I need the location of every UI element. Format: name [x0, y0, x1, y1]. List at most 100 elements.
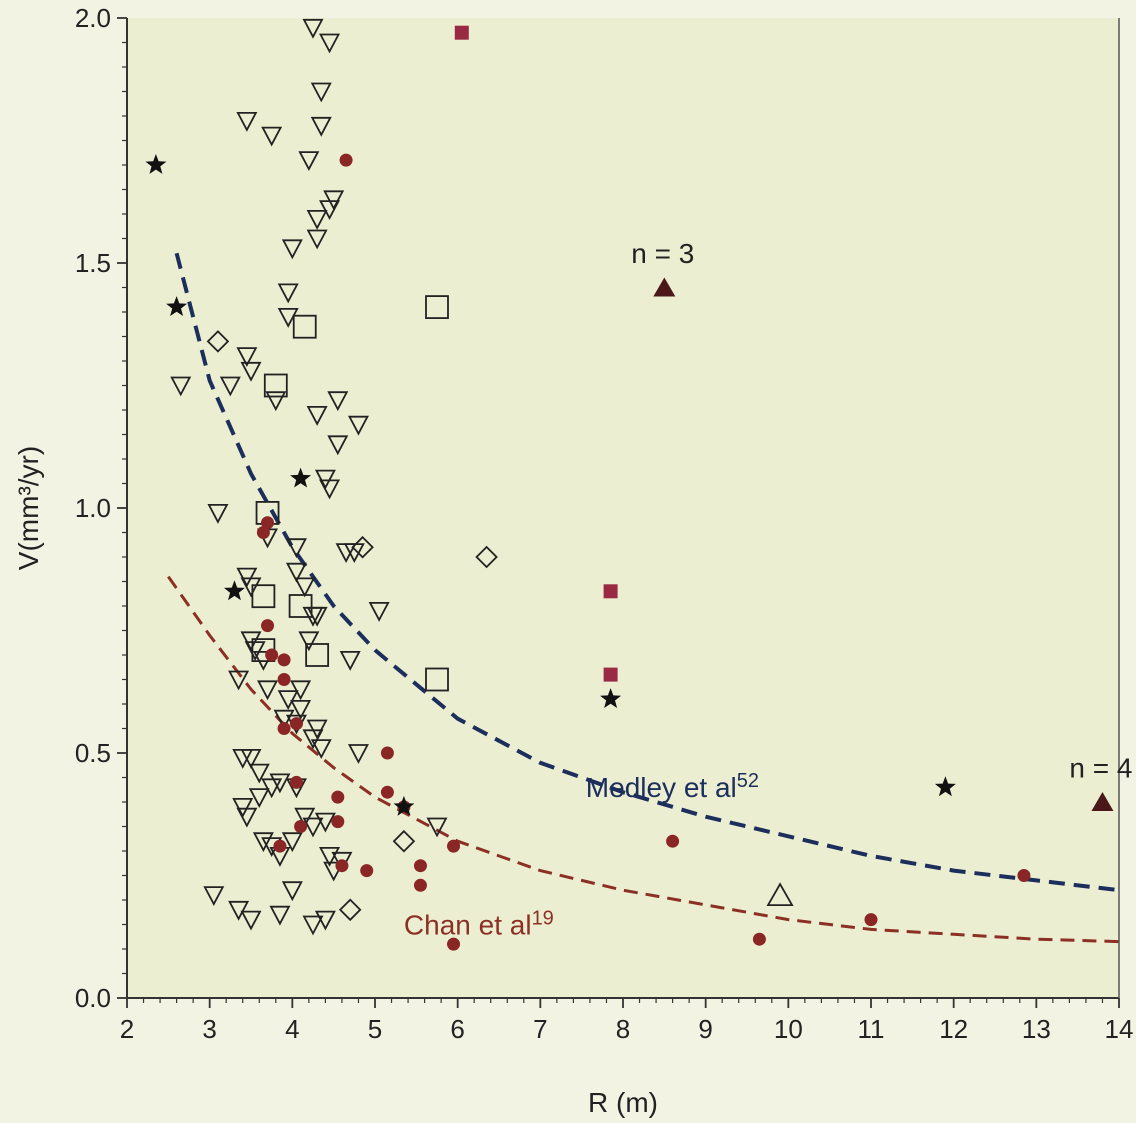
- plot-background: [127, 18, 1119, 998]
- x-tick-label: 4: [285, 1014, 299, 1044]
- point-open-down-triangle-25: [207, 504, 229, 524]
- y-tick-label: 0.0: [75, 983, 111, 1013]
- point-open-down-triangle-45: [277, 690, 299, 711]
- point-open-down-triangle-76: [269, 905, 291, 926]
- point-open-down-triangle-74: [228, 900, 250, 921]
- point-open-down-triangle-4: [236, 112, 258, 132]
- point-open-down-triangle-22: [327, 435, 349, 456]
- y-tick-label: 1.5: [75, 248, 111, 278]
- point-filled-circle-4: [265, 648, 279, 662]
- point-open-down-triangle-41: [368, 602, 390, 622]
- x-tick-label: 10: [774, 1014, 803, 1044]
- point-open-down-triangle-28: [285, 562, 307, 583]
- point-open-square-5: [288, 594, 313, 618]
- x-tick-label: 14: [1105, 1014, 1134, 1044]
- point-filled-circle-10: [331, 790, 345, 804]
- point-open-down-triangle-21: [347, 415, 369, 436]
- point-filled-circle-0: [339, 153, 353, 167]
- point-open-down-triangle-43: [257, 680, 279, 701]
- x-tick-label: 2: [120, 1014, 134, 1044]
- point-star-3: [224, 580, 245, 601]
- point-open-down-triangle-36: [298, 631, 320, 652]
- point-filled-circle-6: [277, 673, 291, 686]
- point-open-down-triangle-56: [269, 773, 291, 794]
- point-open-down-triangle-71: [347, 744, 369, 764]
- point-open-down-triangle-6: [298, 151, 320, 172]
- point-open-down-triangle-2: [310, 82, 332, 103]
- point-open-diamond-0: [206, 330, 230, 353]
- point-star-1: [166, 296, 188, 316]
- point-open-down-triangle-37: [240, 631, 262, 652]
- point-open-down-triangle-67: [281, 832, 303, 853]
- point-filled-circle-1: [261, 516, 275, 530]
- point-open-down-triangle-15: [219, 376, 241, 397]
- point-open-down-triangle-33: [240, 577, 262, 598]
- point-open-down-triangle-40: [339, 651, 361, 671]
- point-open-down-triangle-32: [236, 567, 258, 588]
- point-open-down-triangle-73: [203, 886, 225, 907]
- point-filled-circle-11: [294, 820, 308, 833]
- point-filled-circle-26: [1017, 869, 1031, 882]
- point-open-down-triangle-48: [273, 709, 295, 730]
- point-open-down-triangle-5: [261, 126, 283, 147]
- point-open-down-triangle-16: [236, 347, 258, 368]
- point-open-diamond-2: [475, 545, 498, 569]
- y-tick-label: 2.0: [75, 3, 111, 33]
- point-open-down-triangle-44: [290, 680, 312, 701]
- fit-curve-1: [167, 575, 1120, 944]
- point-star-5: [393, 795, 415, 816]
- point-filled-circle-16: [380, 746, 394, 760]
- y-tick-label: 1.0: [75, 493, 111, 523]
- point-filled-circle-14: [335, 859, 349, 873]
- point-filled-circle-2: [256, 526, 270, 539]
- point-open-down-triangle-69: [323, 861, 345, 882]
- point-open-square-2: [263, 373, 288, 398]
- point-open-down-triangle-78: [302, 915, 324, 936]
- point-filled-up-triangle-0: [653, 277, 676, 297]
- point-open-down-triangle-55: [261, 778, 283, 799]
- point-open-down-triangle-51: [302, 729, 324, 750]
- point-open-down-triangle-77: [281, 881, 303, 902]
- point-open-down-triangle-72: [426, 817, 448, 838]
- point-open-down-triangle-46: [290, 700, 312, 720]
- point-open-square-4: [251, 584, 276, 609]
- x-tick-label: 6: [450, 1014, 464, 1044]
- point-open-diamond-1: [351, 535, 374, 559]
- point-star-4: [600, 688, 622, 708]
- point-filled-up-triangle-1: [1091, 792, 1114, 811]
- point-open-down-triangle-79: [314, 910, 336, 931]
- point-open-down-triangle-61: [294, 807, 316, 828]
- x-tick-label: 13: [1022, 1014, 1051, 1044]
- point-filled-circle-13: [273, 839, 287, 853]
- point-open-down-triangle-35: [306, 606, 328, 627]
- point-filled-circle-8: [277, 722, 291, 735]
- y-tick-label: 0.5: [75, 738, 111, 768]
- annotation-n4: n = 4: [1069, 753, 1132, 784]
- y-axis-title: V(mm³/yr): [13, 446, 44, 570]
- point-filled-circle-15: [360, 864, 374, 878]
- x-axis-title: R (m): [588, 1087, 658, 1118]
- point-open-down-triangle-53: [240, 749, 262, 769]
- x-tick-label: 7: [533, 1014, 547, 1044]
- point-open-down-triangle-59: [232, 798, 254, 818]
- point-open-down-triangle-14: [170, 376, 192, 397]
- point-open-down-triangle-13: [277, 308, 299, 328]
- point-open-down-triangle-75: [240, 910, 262, 931]
- point-open-down-triangle-11: [281, 239, 303, 260]
- fit-curves: [167, 252, 1120, 944]
- point-open-square-8: [425, 667, 449, 692]
- point-filled-circle-21: [447, 839, 461, 853]
- x-tick-label: 11: [858, 1014, 885, 1044]
- curve-label-chan: Chan et al19: [404, 907, 554, 940]
- point-filled-circle-17: [380, 785, 394, 799]
- point-open-down-triangle-12: [277, 283, 299, 304]
- point-filled-circle-7: [289, 717, 303, 731]
- annotation-n3: n = 3: [631, 238, 694, 269]
- point-open-down-triangle-9: [306, 210, 328, 230]
- point-filled-circle-20: [413, 878, 427, 892]
- point-open-down-triangle-10: [306, 229, 328, 250]
- point-open-down-triangle-54: [248, 763, 270, 784]
- point-filled-circle-23: [666, 834, 680, 848]
- x-tick-label: 8: [616, 1014, 630, 1044]
